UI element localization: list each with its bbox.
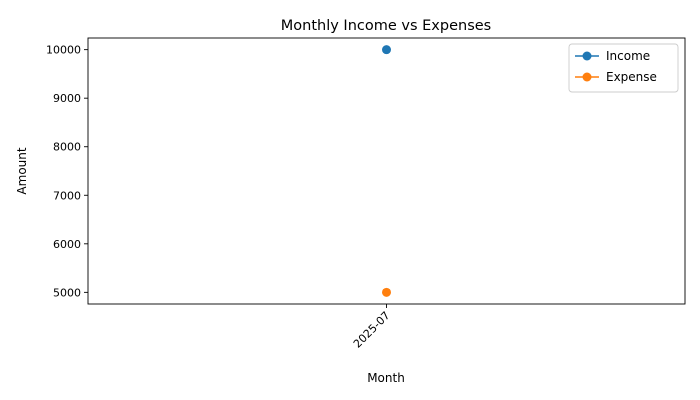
- y-tick-label: 5000: [53, 286, 81, 299]
- legend: Income Expense: [568, 43, 679, 93]
- legend-marker-income: [582, 51, 592, 61]
- legend-marker-expense: [582, 72, 592, 82]
- x-axis-ticks: 2025-07: [351, 304, 393, 351]
- legend-label-expense: Expense: [606, 70, 657, 84]
- y-tick-label: 7000: [53, 189, 81, 202]
- legend-label-income: Income: [606, 49, 650, 63]
- y-tick-label: 6000: [53, 238, 81, 251]
- series-group: [382, 45, 391, 297]
- chart-title: Monthly Income vs Expenses: [281, 18, 491, 34]
- data-point-expense: [382, 287, 391, 297]
- y-tick-label: 9000: [53, 92, 81, 105]
- x-tick-label: 2025-07: [351, 309, 393, 351]
- x-axis-label: Month: [367, 371, 405, 385]
- y-axis-label: Amount: [15, 147, 29, 194]
- y-axis-ticks: 5000 6000 7000 8000 9000 10000: [46, 44, 88, 299]
- y-tick-label: 8000: [53, 141, 81, 154]
- data-point-income: [382, 45, 391, 55]
- y-tick-label: 10000: [46, 44, 81, 57]
